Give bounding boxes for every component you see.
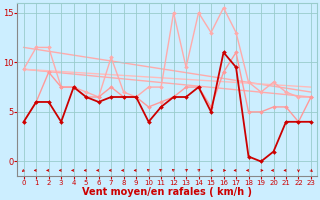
X-axis label: Vent moyen/en rafales ( km/h ): Vent moyen/en rafales ( km/h )	[82, 187, 252, 197]
